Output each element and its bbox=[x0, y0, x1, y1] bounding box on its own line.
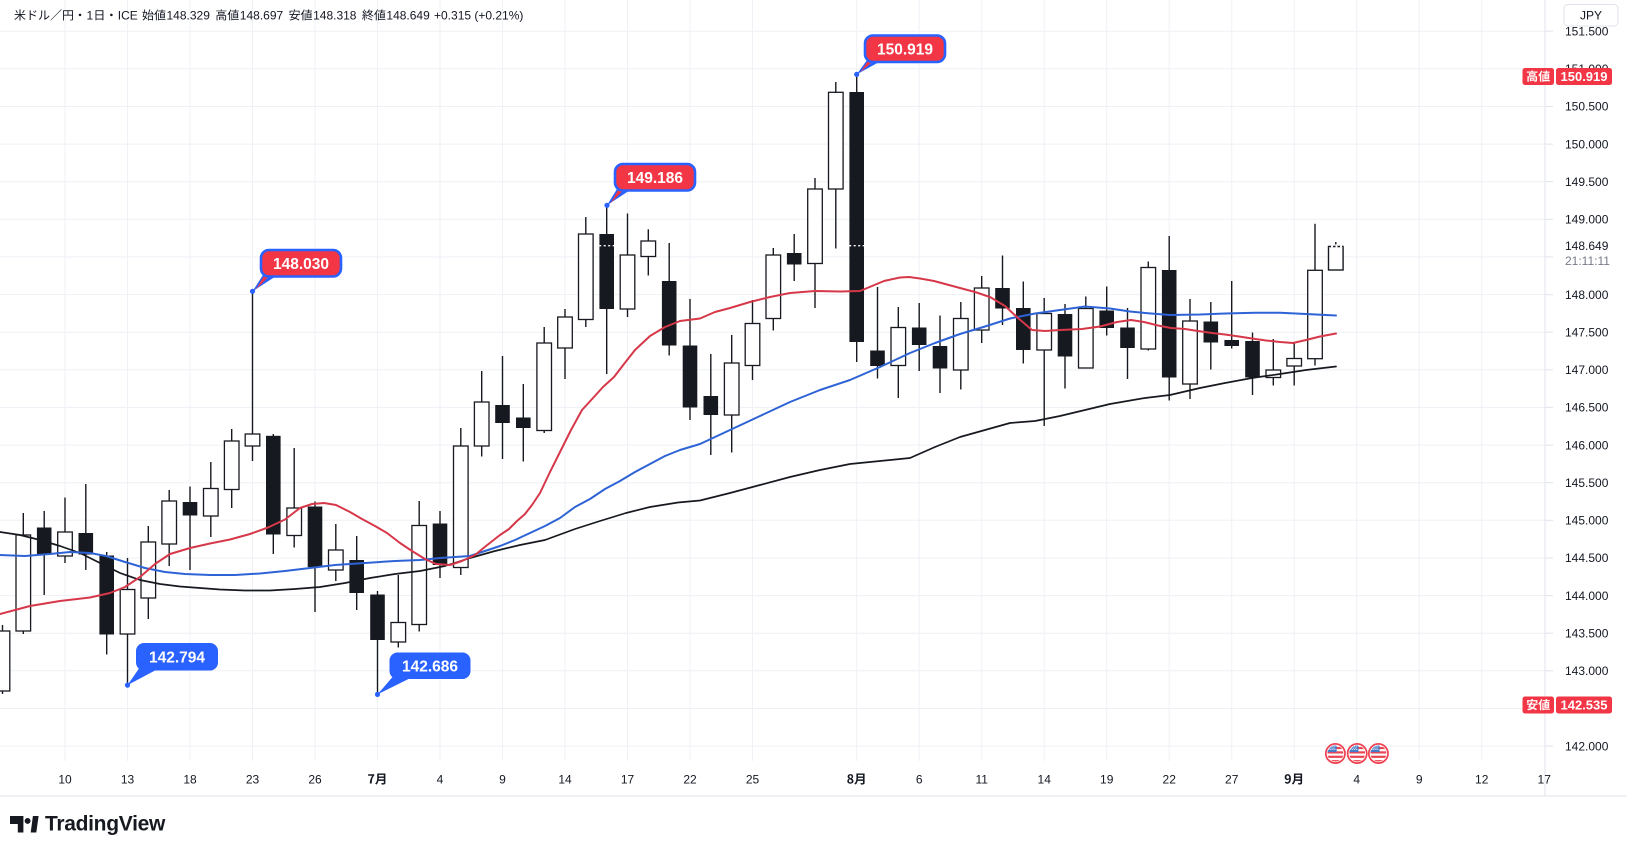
svg-text:149.500: 149.500 bbox=[1565, 175, 1609, 189]
svg-text:22: 22 bbox=[683, 773, 697, 787]
svg-text:142.535: 142.535 bbox=[1561, 697, 1608, 712]
svg-text:4: 4 bbox=[437, 773, 444, 787]
svg-text:147.000: 147.000 bbox=[1565, 363, 1609, 377]
svg-text:148.030: 148.030 bbox=[273, 256, 329, 273]
svg-text:142.794: 142.794 bbox=[149, 649, 205, 666]
svg-text:143.500: 143.500 bbox=[1565, 626, 1609, 640]
svg-text:12: 12 bbox=[1475, 773, 1489, 787]
svg-text:149.000: 149.000 bbox=[1565, 213, 1609, 227]
svg-text:148.329: 148.329 bbox=[167, 9, 211, 23]
svg-text:11: 11 bbox=[975, 773, 988, 787]
svg-text:17: 17 bbox=[1538, 773, 1552, 787]
svg-text:143.000: 143.000 bbox=[1565, 664, 1609, 678]
svg-text:148.649: 148.649 bbox=[386, 9, 430, 23]
svg-text:148.697: 148.697 bbox=[240, 9, 284, 23]
svg-text:148.000: 148.000 bbox=[1565, 288, 1609, 302]
svg-text:146.500: 146.500 bbox=[1565, 401, 1609, 415]
svg-text:148.318: 148.318 bbox=[313, 9, 357, 23]
svg-text:27: 27 bbox=[1225, 773, 1239, 787]
svg-text:25: 25 bbox=[746, 773, 760, 787]
svg-text:151.500: 151.500 bbox=[1565, 24, 1609, 38]
svg-text:148.649: 148.649 bbox=[1565, 239, 1609, 253]
svg-text:9: 9 bbox=[499, 773, 506, 787]
svg-text:JPY: JPY bbox=[1580, 9, 1602, 23]
svg-text:9: 9 bbox=[1416, 773, 1423, 787]
svg-text:+0.315 (+0.21%): +0.315 (+0.21%) bbox=[434, 9, 523, 23]
svg-text:TradingView: TradingView bbox=[45, 813, 166, 836]
svg-text:150.919: 150.919 bbox=[1561, 69, 1608, 84]
svg-text:19: 19 bbox=[1100, 773, 1114, 787]
svg-text:13: 13 bbox=[121, 773, 135, 787]
svg-text:144.500: 144.500 bbox=[1565, 551, 1609, 565]
svg-text:144.000: 144.000 bbox=[1565, 589, 1609, 603]
svg-text:150.919: 150.919 bbox=[877, 41, 933, 58]
svg-text:21:11:11: 21:11:11 bbox=[1565, 254, 1610, 268]
svg-text:142.000: 142.000 bbox=[1565, 739, 1609, 753]
svg-text:142.686: 142.686 bbox=[402, 658, 458, 675]
svg-text:145.000: 145.000 bbox=[1565, 514, 1609, 528]
svg-text:1: 1 bbox=[87, 9, 94, 23]
svg-text:17: 17 bbox=[621, 773, 635, 787]
svg-text:ICE: ICE bbox=[118, 9, 138, 23]
svg-text:26: 26 bbox=[308, 773, 322, 787]
svg-text:6: 6 bbox=[916, 773, 923, 787]
svg-text:150.500: 150.500 bbox=[1565, 100, 1609, 114]
svg-text:14: 14 bbox=[558, 773, 572, 787]
svg-text:145.500: 145.500 bbox=[1565, 476, 1609, 490]
svg-text:147.500: 147.500 bbox=[1565, 325, 1609, 339]
svg-text:150.000: 150.000 bbox=[1565, 137, 1609, 151]
svg-text:149.186: 149.186 bbox=[627, 170, 683, 187]
svg-text:23: 23 bbox=[246, 773, 260, 787]
svg-text:146.000: 146.000 bbox=[1565, 438, 1609, 452]
svg-text:22: 22 bbox=[1163, 773, 1177, 787]
svg-text:4: 4 bbox=[1353, 773, 1360, 787]
svg-text:18: 18 bbox=[183, 773, 197, 787]
svg-text:10: 10 bbox=[58, 773, 72, 787]
svg-text:14: 14 bbox=[1038, 773, 1052, 787]
